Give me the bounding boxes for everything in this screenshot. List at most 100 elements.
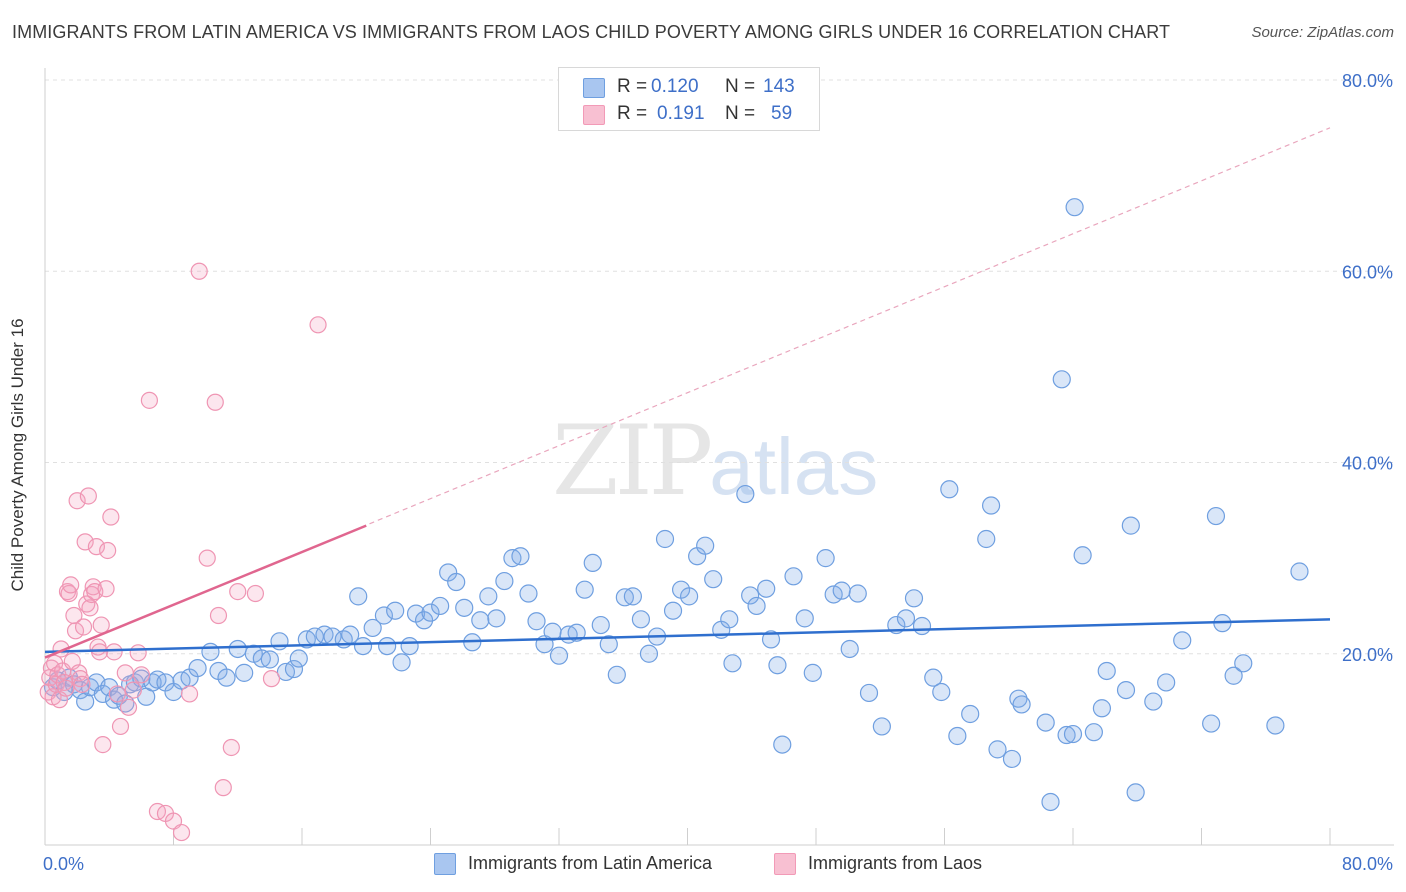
- latin-america-point: [487, 609, 506, 628]
- latin-america-point: [736, 484, 755, 504]
- latin-america-point: [932, 682, 951, 702]
- latin-america-point: [741, 586, 760, 605]
- latin-america-point: [260, 650, 279, 669]
- latin-america-point: [912, 616, 932, 636]
- n-value: 143: [763, 76, 795, 97]
- latin-america-point: [76, 692, 95, 711]
- stats-legend: R = 0.120 N = 143 R = 0.191 N = 59: [558, 67, 820, 131]
- latin-america-point: [201, 642, 220, 661]
- latin-america-point: [848, 584, 867, 603]
- legend-swatch-latin-america: [434, 853, 456, 875]
- laos-point: [180, 685, 199, 703]
- latin-america-point: [981, 496, 1001, 515]
- latin-america-point: [289, 649, 308, 668]
- latin-america-point: [757, 579, 776, 598]
- latin-america-point: [1206, 506, 1226, 526]
- latin-america-point: [599, 635, 618, 654]
- laos-point: [111, 717, 130, 736]
- latin-america-point: [803, 663, 822, 682]
- latin-america-point: [583, 553, 602, 573]
- laos-point: [190, 262, 208, 280]
- latin-america-point: [680, 587, 699, 606]
- laos-point: [214, 779, 232, 797]
- latin-america-point: [392, 653, 411, 672]
- latin-america-point: [720, 610, 739, 629]
- latin-america-point: [1126, 783, 1145, 802]
- laos-point: [222, 738, 240, 757]
- laos-point: [57, 679, 75, 697]
- laos-point: [94, 735, 112, 754]
- series-legend: Immigrants from Latin America Immigrants…: [0, 852, 1406, 878]
- latin-america-point: [479, 587, 498, 606]
- laos-point: [76, 533, 94, 551]
- laos-point: [209, 606, 228, 625]
- laos-point: [62, 576, 80, 594]
- latin-america-point: [977, 529, 996, 549]
- latin-america-point: [1063, 724, 1083, 744]
- watermark-logo: ZIPatlas: [552, 405, 878, 517]
- latin-america-point: [761, 630, 781, 649]
- latin-america-point: [431, 596, 450, 616]
- n-label: N =: [725, 76, 756, 97]
- latin-america-point: [567, 623, 586, 642]
- latin-america-point: [655, 529, 675, 549]
- latin-america-point: [1234, 654, 1253, 673]
- legend-swatch-laos: [774, 853, 796, 875]
- latin-america-point: [1097, 661, 1116, 681]
- latin-america-point: [948, 726, 967, 746]
- latin-america-point: [924, 668, 943, 687]
- laos-point: [86, 582, 104, 601]
- latin-america-point: [832, 581, 851, 600]
- y-tick-label: 60.0%: [1342, 262, 1393, 282]
- latin-america-point: [527, 612, 546, 631]
- latin-america-point: [1065, 198, 1084, 217]
- latin-america-point: [795, 609, 814, 628]
- latin-america-point: [872, 717, 891, 736]
- latin-america-point: [235, 663, 254, 682]
- latin-america-point: [607, 665, 626, 684]
- latin-america-point: [228, 639, 247, 659]
- laos-point: [81, 599, 99, 617]
- x-tick-label: 0.0%: [43, 854, 84, 874]
- latin-america-point: [284, 659, 304, 679]
- r-value: 0.120: [651, 76, 699, 97]
- legend-label-latin-america: Immigrants from Latin America: [468, 853, 713, 873]
- latin-america-point: [1157, 673, 1176, 692]
- latin-america-point: [704, 570, 723, 589]
- y-tick-label: 20.0%: [1342, 645, 1393, 665]
- latin-america-point: [988, 740, 1007, 759]
- latin-america-point: [471, 611, 490, 630]
- latin-america-point: [1041, 792, 1060, 812]
- y-axis-label: Child Poverty Among Girls Under 16: [8, 318, 27, 592]
- latin-america-point: [374, 606, 394, 625]
- laos-point: [206, 393, 224, 411]
- latin-america-point: [217, 668, 236, 687]
- latin-america-point: [1009, 689, 1028, 708]
- latin-america-point: [386, 601, 405, 620]
- latin-america-point: [1224, 666, 1243, 685]
- r-label: R =: [617, 76, 648, 97]
- latin-america-point: [1266, 716, 1285, 735]
- laos-point: [102, 508, 120, 526]
- latin-america-point: [349, 587, 368, 606]
- n-label: N =: [725, 103, 756, 124]
- latin-america-point: [696, 536, 715, 555]
- latin-america-point: [1116, 680, 1136, 700]
- latin-america-point: [1290, 562, 1309, 581]
- laos-point: [87, 538, 106, 556]
- source-credit: Source: ZipAtlas.com: [1251, 24, 1394, 41]
- y-tick-label: 40.0%: [1342, 454, 1393, 474]
- latin-america-point: [773, 735, 792, 754]
- latin-america-point: [631, 610, 651, 629]
- latin-america-point: [723, 654, 742, 673]
- laos-point: [124, 681, 142, 699]
- latin-america-point: [940, 480, 959, 499]
- n-value: 59: [771, 103, 793, 124]
- latin-america-point: [1121, 516, 1140, 535]
- laos-point: [66, 622, 85, 640]
- laos-point: [262, 670, 281, 688]
- latin-america-point: [591, 615, 610, 635]
- laos-point: [105, 643, 123, 661]
- latin-america-point: [495, 571, 514, 591]
- laos-point: [132, 666, 150, 684]
